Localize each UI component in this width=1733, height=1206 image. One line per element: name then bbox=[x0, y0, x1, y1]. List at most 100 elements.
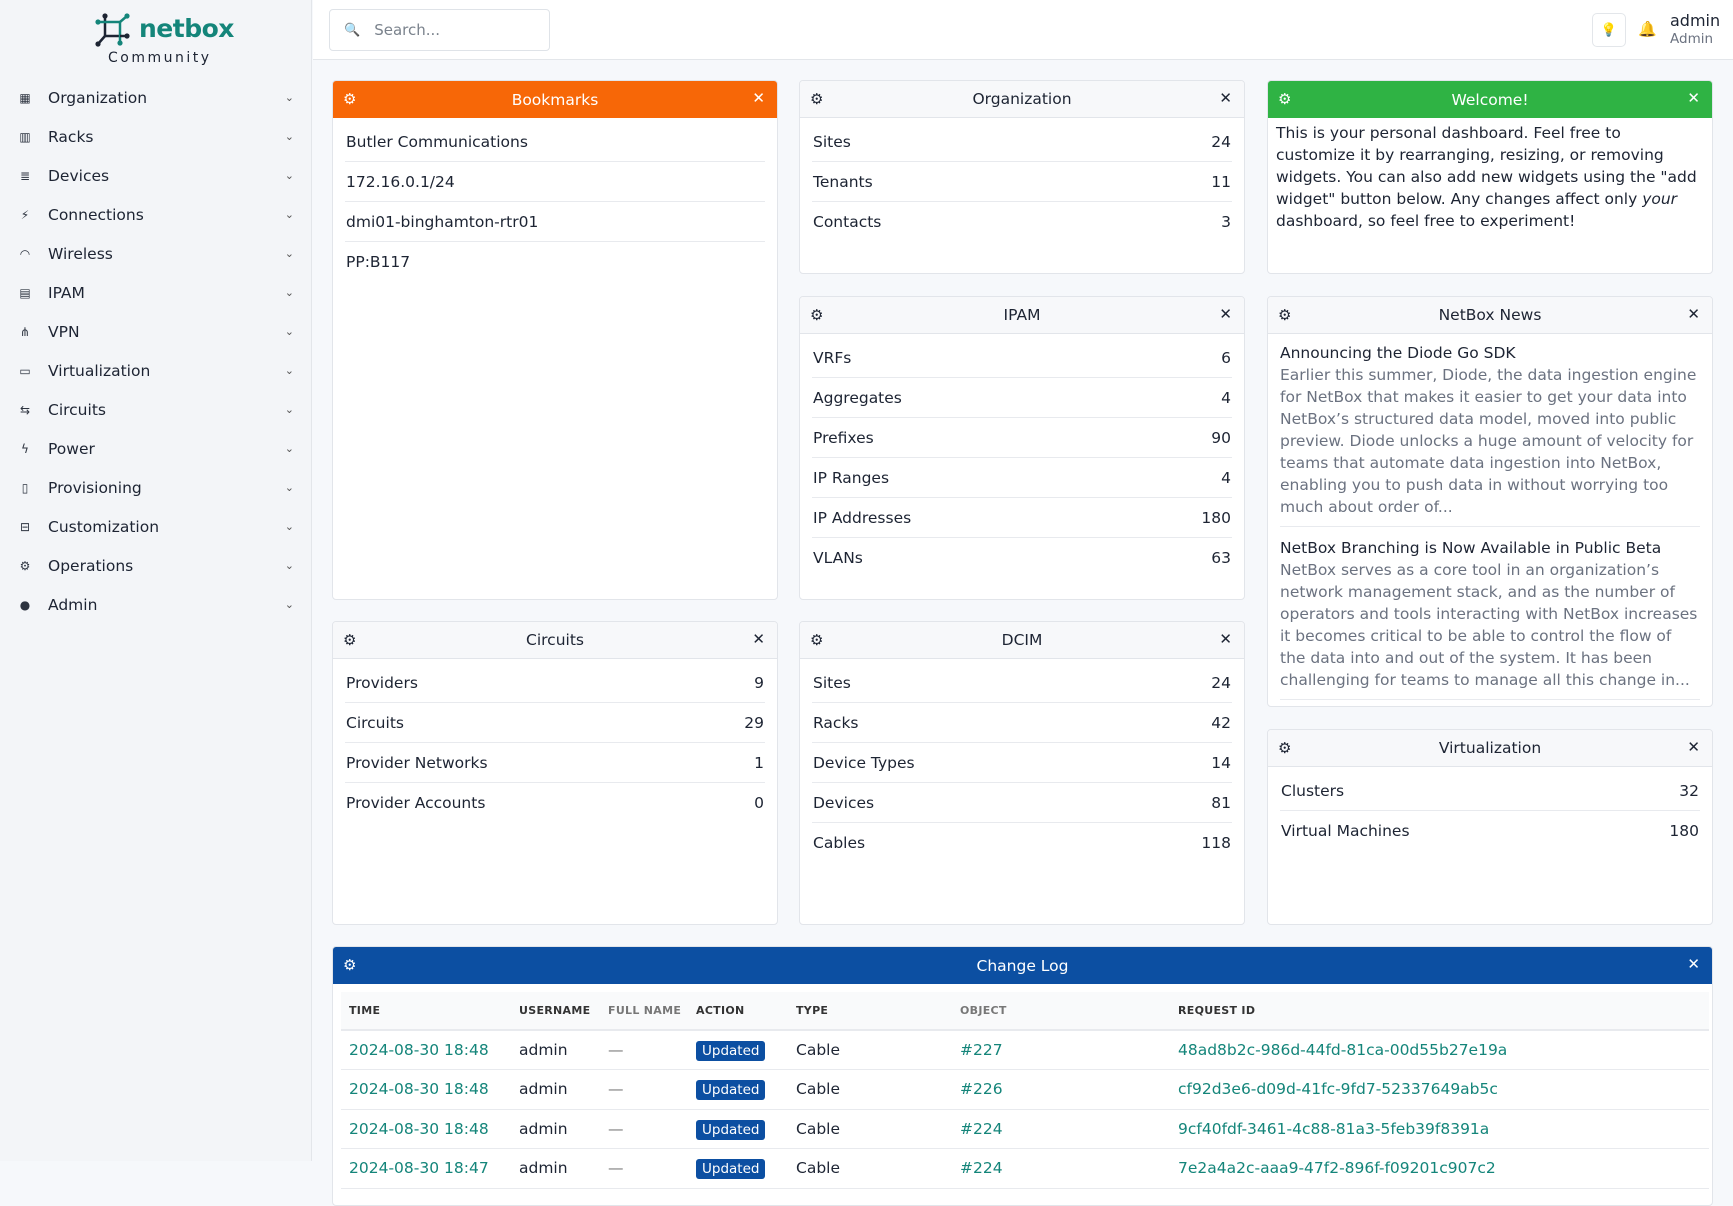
sidebar-item-connections[interactable]: ⚡ Connections ⌄ bbox=[0, 195, 312, 234]
request-id-link[interactable]: 9cf40fdf-3461-4c88-81a3-5feb39f8391a bbox=[1178, 1119, 1490, 1138]
sidebar-item-ipam[interactable]: ▤ IPAM ⌄ bbox=[0, 273, 312, 312]
stat-link[interactable]: Providers bbox=[346, 673, 418, 692]
object-link[interactable]: #224 bbox=[960, 1159, 1003, 1178]
stat-link[interactable]: Aggregates bbox=[813, 388, 902, 407]
netbox-logo[interactable]: netbox Community bbox=[95, 12, 234, 68]
stat-link[interactable]: IP Addresses bbox=[813, 508, 912, 527]
object-link[interactable]: #227 bbox=[960, 1041, 1003, 1059]
stat-count: 9 bbox=[754, 673, 764, 692]
sidebar-item-operations[interactable]: ⚙ Operations ⌄ bbox=[0, 546, 312, 585]
column-header[interactable]: ACTION bbox=[688, 992, 788, 1031]
sidebar-item-vpn[interactable]: ⋔ VPN ⌄ bbox=[0, 312, 312, 351]
column-header[interactable]: TIME bbox=[341, 992, 511, 1031]
sidebar-item-wireless[interactable]: ◠ Wireless ⌄ bbox=[0, 234, 312, 273]
sidebar-item-label: Provisioning bbox=[48, 478, 142, 497]
bookmark-link[interactable]: PP:B117 bbox=[346, 253, 411, 271]
bell-icon[interactable]: 🔔 bbox=[1638, 20, 1657, 38]
stat-link[interactable]: Sites bbox=[813, 132, 851, 151]
object-link[interactable]: #224 bbox=[960, 1119, 1003, 1138]
search-input[interactable] bbox=[374, 21, 535, 39]
stat-count: 1 bbox=[754, 753, 764, 772]
stat-link[interactable]: Sites bbox=[813, 673, 851, 692]
time-link[interactable]: 2024-08-30 18:47 bbox=[349, 1159, 489, 1178]
sidebar-item-devices[interactable]: ≣ Devices ⌄ bbox=[0, 156, 312, 195]
chevron-down-icon: ⌄ bbox=[284, 286, 294, 299]
stat-link[interactable]: Device Types bbox=[813, 753, 915, 772]
stat-count: 4 bbox=[1221, 388, 1231, 407]
column-header[interactable]: OBJECT bbox=[952, 992, 1170, 1031]
full-name: — bbox=[600, 1069, 688, 1110]
gear-icon[interactable]: ⚙ bbox=[1278, 739, 1292, 757]
bookmark-link[interactable]: Butler Communications bbox=[346, 132, 528, 151]
sidebar-item-virtualization[interactable]: ▭ Virtualization ⌄ bbox=[0, 351, 312, 390]
time-link[interactable]: 2024-08-30 18:48 bbox=[349, 1080, 489, 1099]
close-icon[interactable]: ✕ bbox=[752, 89, 765, 107]
close-icon[interactable]: ✕ bbox=[1219, 89, 1232, 107]
top-header: 🔍 💡 🔔 admin Admin bbox=[313, 0, 1733, 60]
object-link[interactable]: #226 bbox=[960, 1080, 1003, 1099]
stat-link[interactable]: Racks bbox=[813, 713, 859, 732]
gear-icon[interactable]: ⚙ bbox=[810, 90, 824, 108]
column-header[interactable]: REQUEST ID bbox=[1170, 992, 1709, 1031]
stat-count: 24 bbox=[1211, 673, 1231, 692]
sidebar-item-racks[interactable]: ▥ Racks ⌄ bbox=[0, 117, 312, 156]
request-id-link[interactable]: 7e2a4a2c-aaa9-47f2-896f-f09201c907c2 bbox=[1178, 1159, 1496, 1178]
close-icon[interactable]: ✕ bbox=[1687, 738, 1700, 756]
sidebar-item-admin[interactable]: ● Admin ⌄ bbox=[0, 585, 312, 624]
username: admin bbox=[511, 1148, 600, 1189]
stat-link[interactable]: Prefixes bbox=[813, 428, 874, 447]
close-icon[interactable]: ✕ bbox=[1687, 305, 1700, 323]
sidebar-item-label: Virtualization bbox=[48, 361, 151, 380]
bookmark-link[interactable]: dmi01-binghamton-rtr01 bbox=[346, 212, 539, 231]
close-icon[interactable]: ✕ bbox=[1219, 305, 1232, 323]
theme-toggle-button[interactable]: 💡 bbox=[1592, 13, 1626, 47]
stat-link[interactable]: IP Ranges bbox=[813, 468, 890, 487]
stat-count: 63 bbox=[1211, 549, 1231, 567]
stat-link[interactable]: Tenants bbox=[813, 172, 873, 191]
object-type: Cable bbox=[788, 1069, 952, 1110]
gear-icon[interactable]: ⚙ bbox=[1278, 306, 1292, 324]
stat-link[interactable]: Virtual Machines bbox=[1281, 822, 1410, 840]
gear-icon[interactable]: ⚙ bbox=[810, 306, 824, 324]
close-icon[interactable]: ✕ bbox=[1687, 89, 1700, 107]
close-icon[interactable]: ✕ bbox=[1687, 955, 1700, 973]
sidebar-item-circuits[interactable]: ⇆ Circuits ⌄ bbox=[0, 390, 312, 429]
stat-link[interactable]: Provider Networks bbox=[346, 753, 488, 772]
sidebar-item-organization[interactable]: ▦ Organization ⌄ bbox=[0, 78, 312, 117]
user-menu[interactable]: admin Admin bbox=[1670, 12, 1720, 48]
gear-icon[interactable]: ⚙ bbox=[343, 631, 357, 649]
bookmark-item: PP:B117 bbox=[345, 242, 765, 282]
gear-icon[interactable]: ⚙ bbox=[343, 956, 357, 974]
gear-icon[interactable]: ⚙ bbox=[810, 631, 824, 649]
full-name: — bbox=[600, 1030, 688, 1070]
stat-link[interactable]: VRFs bbox=[813, 348, 852, 367]
stat-link[interactable]: Devices bbox=[813, 793, 875, 812]
request-id-link[interactable]: cf92d3e6-d09d-41fc-9fd7-52337649ab5c bbox=[1178, 1080, 1498, 1099]
sidebar-item-provisioning[interactable]: ▯ Provisioning ⌄ bbox=[0, 468, 312, 507]
sidebar-item-power[interactable]: ϟ Power ⌄ bbox=[0, 429, 312, 468]
stat-link[interactable]: Cables bbox=[813, 834, 866, 852]
stat-row: Device Types 14 bbox=[812, 743, 1232, 783]
sidebar-item-label: VPN bbox=[48, 322, 80, 341]
column-header[interactable]: TYPE bbox=[788, 992, 952, 1031]
news-title-link[interactable]: Announcing the Diode Go SDK bbox=[1280, 344, 1516, 362]
sidebar-item-customization[interactable]: ⊟ Customization ⌄ bbox=[0, 507, 312, 546]
stat-link[interactable]: VLANs bbox=[813, 549, 863, 567]
time-link[interactable]: 2024-08-30 18:48 bbox=[349, 1119, 489, 1138]
gear-icon[interactable]: ⚙ bbox=[1278, 90, 1292, 108]
column-header[interactable]: USERNAME bbox=[511, 992, 600, 1031]
request-id-link[interactable]: 48ad8b2c-986d-44fd-81ca-00d55b27e19a bbox=[1178, 1041, 1508, 1059]
stat-link[interactable]: Clusters bbox=[1281, 781, 1345, 800]
news-title-link[interactable]: NetBox Branching is Now Available in Pub… bbox=[1280, 539, 1662, 557]
stat-link[interactable]: Contacts bbox=[813, 213, 882, 231]
close-icon[interactable]: ✕ bbox=[752, 630, 765, 648]
stat-row: Providers 9 bbox=[345, 663, 765, 703]
gear-icon[interactable]: ⚙ bbox=[343, 90, 357, 108]
time-link[interactable]: 2024-08-30 18:48 bbox=[349, 1041, 489, 1059]
search-box[interactable]: 🔍 bbox=[329, 9, 550, 51]
bookmark-link[interactable]: 172.16.0.1/24 bbox=[346, 172, 455, 191]
column-header[interactable]: FULL NAME bbox=[600, 992, 688, 1031]
stat-link[interactable]: Circuits bbox=[346, 713, 404, 732]
close-icon[interactable]: ✕ bbox=[1219, 630, 1232, 648]
stat-link[interactable]: Provider Accounts bbox=[346, 794, 486, 812]
